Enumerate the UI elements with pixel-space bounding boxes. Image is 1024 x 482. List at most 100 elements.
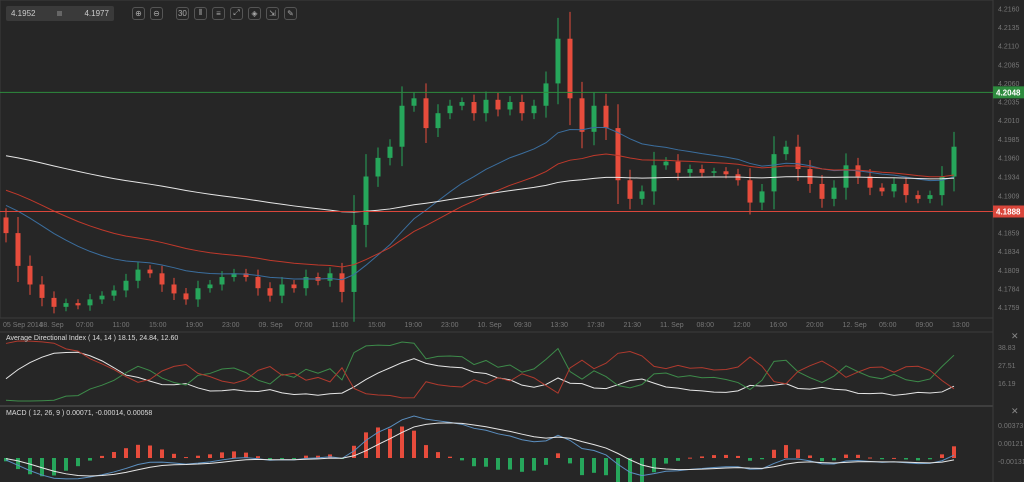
price-tick-label: 4.2085 [998,62,1020,69]
time-tick-label: 05:00 [879,322,897,329]
time-tick-label: 16:00 [770,322,788,329]
bullish-candle [375,157,381,177]
bullish-candle [87,299,93,306]
macd-histogram-bar [232,451,236,458]
macd-histogram-bar [820,458,824,462]
bearish-candle [615,128,621,181]
close-macd-icon[interactable]: ✕ [1011,406,1019,416]
macd-histogram-bar [628,458,632,482]
macd-histogram-bar [532,458,536,471]
bearish-candle [243,273,249,278]
macd-histogram-bar [100,455,104,458]
quote-box[interactable]: 4.1952 4.1977 [6,5,114,21]
macd-histogram-bar [604,458,608,476]
macd-histogram-bar [316,455,320,458]
bullish-candle [231,273,237,278]
close-adx-icon[interactable]: ✕ [1011,331,1019,341]
adx-tick-label: 27.51 [998,363,1016,370]
time-tick-label: 13:00 [952,322,970,329]
bearish-candle [339,273,345,292]
macd-histogram-bar [508,458,512,470]
macd-histogram-bar [760,458,764,460]
price-tick-label: 4.1809 [998,268,1020,275]
macd-histogram-bar [352,445,356,458]
time-tick-label: 23:00 [441,322,459,329]
price-tag [993,86,1024,99]
macd-histogram-bar [448,456,452,458]
zoom-in-icon[interactable]: ⊕ [131,6,145,20]
macd-histogram-bar [856,454,860,458]
macd-histogram-bar [220,452,224,458]
bullish-candle [195,288,201,300]
macd-histogram-bar [268,458,272,460]
macd-histogram-bar [244,452,248,458]
price-tag [993,205,1024,218]
time-tick-label: 09:30 [514,322,532,329]
bullish-candle [351,224,357,292]
bullish-candle [687,169,693,173]
macd-histogram-bar [616,458,620,482]
macd-histogram-bar [208,454,212,458]
template-icon[interactable]: ◈ [247,6,261,20]
price-tag-label: 4.2048 [996,88,1021,97]
bullish-candle [843,165,849,188]
bullish-candle [531,105,537,114]
bullish-candle [483,99,489,114]
bearish-candle [903,183,909,196]
price-tick-label: 4.1909 [998,193,1020,200]
bearish-candle [291,284,297,289]
macd-histogram-bar [496,458,500,470]
bullish-candle [639,191,645,199]
bullish-candle [387,146,393,158]
bullish-candle [939,176,945,196]
chart-type-icon[interactable]: ⫴ [193,6,207,20]
moving-average-100 [5,155,955,213]
time-tick-label: 09:00 [916,322,934,329]
bearish-candle [75,303,81,306]
pen-icon[interactable]: ✎ [283,6,297,20]
ask-price: 4.1977 [84,8,109,18]
adx-tick-label: 38.83 [998,345,1016,352]
price-tick-label: 4.2010 [998,118,1020,125]
time-tick-label: 15:00 [149,322,167,329]
macd-histogram-bar [376,427,380,458]
bearish-candle [747,180,753,203]
bearish-candle [627,180,633,199]
indicators-icon[interactable]: ≡ [211,6,225,20]
macd-histogram-bar [652,458,656,473]
price-tick-label: 4.1834 [998,249,1020,256]
bullish-candle [663,161,669,166]
price-tick-label: 4.1985 [998,137,1020,144]
bearish-candle [699,169,705,173]
macd-histogram-bar [160,449,164,458]
bearish-candle [171,284,177,294]
drawing-icon[interactable]: ⤢ [229,6,243,20]
bullish-candle [951,146,957,177]
macd-histogram-bar [520,458,524,472]
bearish-candle [183,293,189,300]
macd-histogram-bar [292,458,296,459]
macd-histogram-bar [400,426,404,458]
macd-histogram-bar [556,453,560,458]
bullish-candle [279,284,285,296]
macd-histogram-bar [676,458,680,461]
zoom-out-icon[interactable]: ⊖ [149,6,163,20]
bearish-candle [915,195,921,199]
export-icon[interactable]: ⇲ [265,6,279,20]
quote-separator [57,10,63,16]
bearish-candle [3,217,9,234]
timeframe-icon[interactable]: 30 [175,6,189,20]
bullish-candle [891,183,897,192]
bullish-candle [651,165,657,192]
macd-histogram-bar [196,455,200,458]
time-tick-label: 13:30 [551,322,569,329]
macd-histogram-bar [664,458,668,464]
price-tag-label: 4.1888 [996,208,1021,217]
price-tick-label: 4.1960 [998,155,1020,162]
macd-tick-label: 0.00121 [998,441,1023,448]
bearish-candle [495,99,501,110]
macd-histogram-bar [772,449,776,458]
macd-histogram-bar [40,458,44,477]
bearish-candle [39,284,45,298]
